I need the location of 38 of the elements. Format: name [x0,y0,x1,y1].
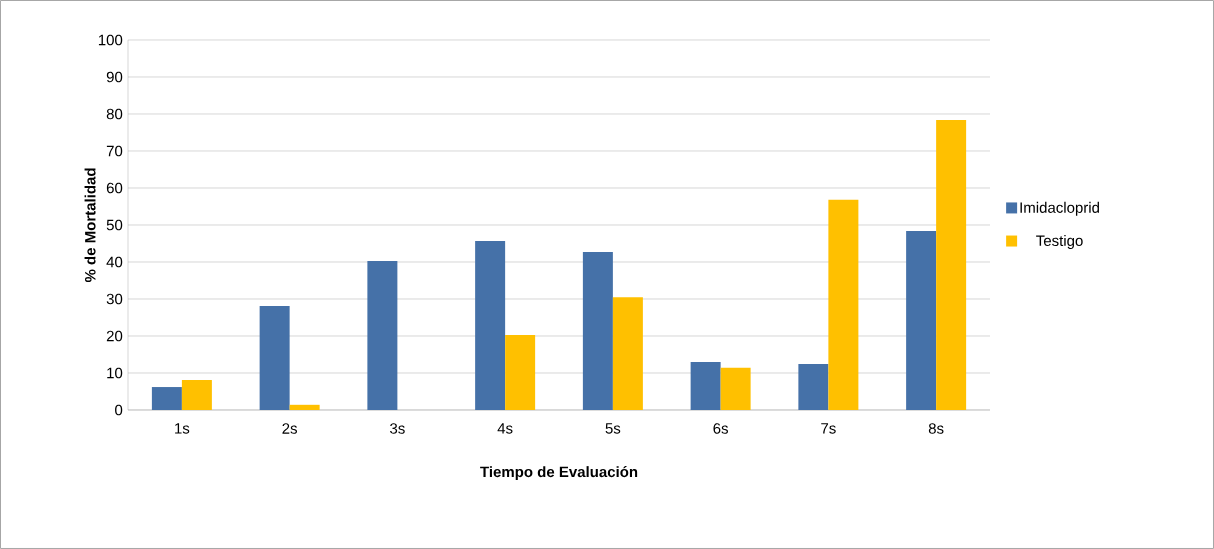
y-tick-label: 0 [115,404,123,416]
y-tick-label: 70 [106,145,123,157]
y-tick-label: 100 [98,34,123,46]
legend-label: Testigo [1036,234,1083,249]
x-tick-label: 4s [497,423,513,434]
x-tick-label: 1s [175,423,190,434]
y-tick-label: 40 [106,256,123,268]
bar [906,230,937,410]
y-tick-label: 10 [107,367,123,379]
bar [612,297,643,410]
y-tick-label: 30 [106,293,123,305]
x-tick-label: 3s [390,423,405,434]
x-axis-title: Tiempo de Evaluación [480,466,638,481]
bar [798,364,829,410]
bar [936,119,967,410]
bar [582,251,613,410]
y-tick-label: 60 [106,182,123,194]
x-tick-label: 7s [821,423,836,434]
bar [367,260,398,410]
x-tick-label: 2s [282,423,298,434]
bar [151,387,182,410]
y-tick-label: 80 [106,108,123,120]
y-tick-label: 20 [106,330,123,342]
bar [289,404,320,410]
bar [475,240,506,410]
y-tick-label: 50 [106,219,123,231]
x-tick-label: 8s [928,423,944,434]
bar [505,334,536,410]
y-tick-label: 90 [106,71,123,83]
bar [259,306,290,410]
bar [690,361,721,410]
x-tick-label: 6s [713,423,728,434]
bar [828,199,859,410]
bar [181,380,212,410]
bar [720,367,751,410]
x-tick-label: 5s [605,423,621,434]
y-axis-title: % de Mortalidad [84,168,96,283]
legend-label: Imidacloprid [1020,201,1099,216]
